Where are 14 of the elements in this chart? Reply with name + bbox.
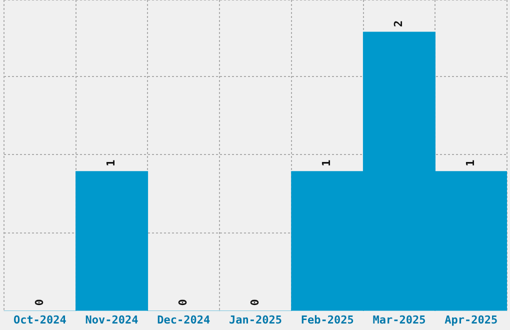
data-label: 1 [104, 159, 118, 166]
data-label: 0 [248, 299, 262, 306]
data-label: 1 [464, 159, 477, 166]
data-label: 0 [32, 299, 46, 306]
x-tick-label: Apr-2025 [444, 313, 498, 326]
x-tick-label: Jan-2025 [229, 313, 282, 326]
x-tick-label: Mar-2025 [372, 313, 426, 326]
x-tick-label: Oct-2024 [13, 313, 67, 326]
x-tick-label: Dec-2024 [157, 313, 211, 326]
x-tick-label: Nov-2024 [85, 313, 139, 326]
data-label: 0 [176, 299, 190, 306]
data-label: 1 [320, 159, 334, 166]
x-tick-label: Feb-2025 [300, 313, 354, 326]
data-label: 2 [392, 20, 406, 28]
